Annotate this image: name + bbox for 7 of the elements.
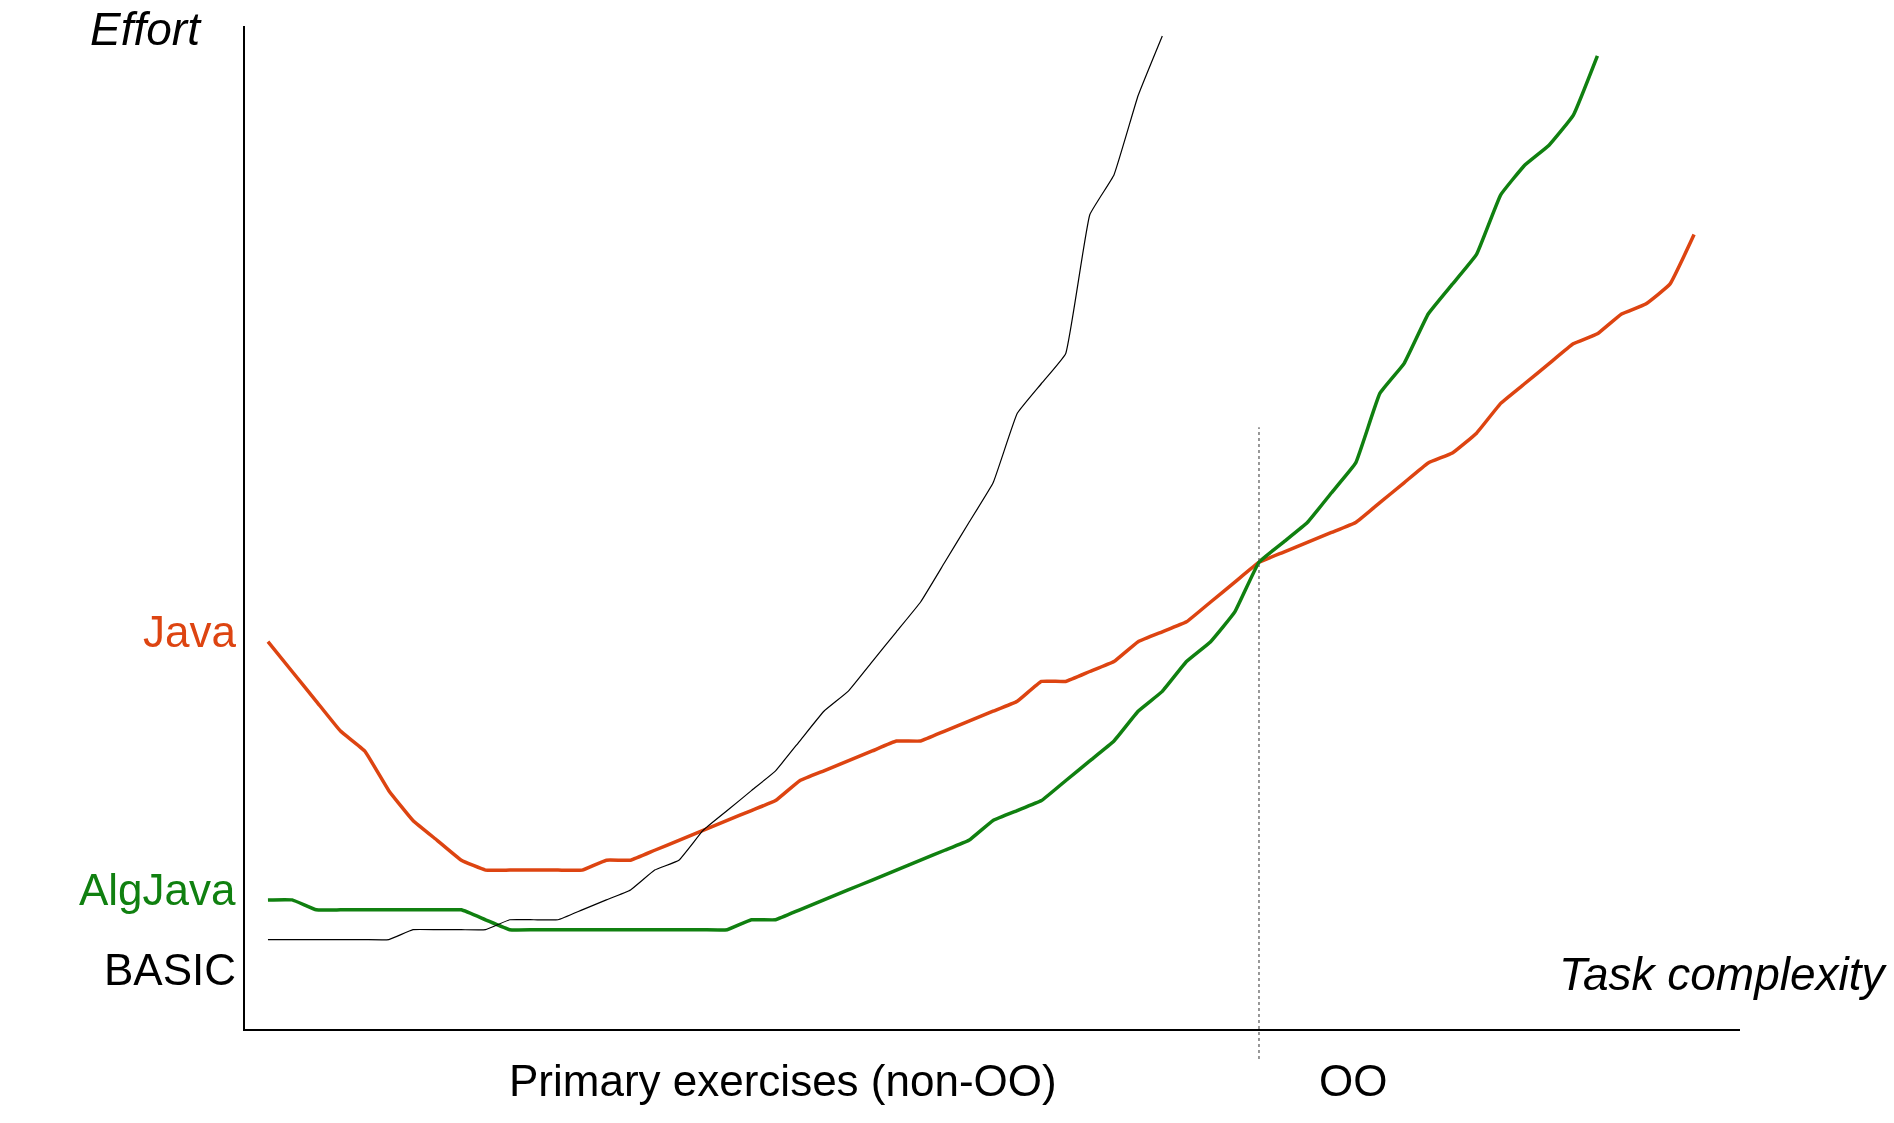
y-axis-title: Effort bbox=[90, 3, 203, 55]
series-label: AlgJava bbox=[79, 865, 237, 914]
series-label: BASIC bbox=[104, 945, 237, 994]
x-axis-title: Task complexity bbox=[1559, 948, 1888, 1000]
text: OO bbox=[1319, 1056, 1388, 1105]
text: Primary exercises (non-OO) bbox=[509, 1056, 1057, 1105]
series-label: Java bbox=[143, 607, 237, 656]
